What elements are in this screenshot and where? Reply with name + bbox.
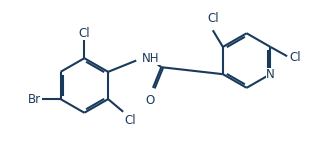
Text: Br: Br [27, 93, 41, 106]
Text: Cl: Cl [290, 51, 301, 64]
Text: NH: NH [142, 52, 160, 65]
Text: N: N [266, 68, 275, 81]
Text: O: O [145, 94, 155, 107]
Text: Cl: Cl [125, 114, 136, 127]
Text: Cl: Cl [207, 12, 219, 25]
Text: Cl: Cl [79, 27, 90, 40]
